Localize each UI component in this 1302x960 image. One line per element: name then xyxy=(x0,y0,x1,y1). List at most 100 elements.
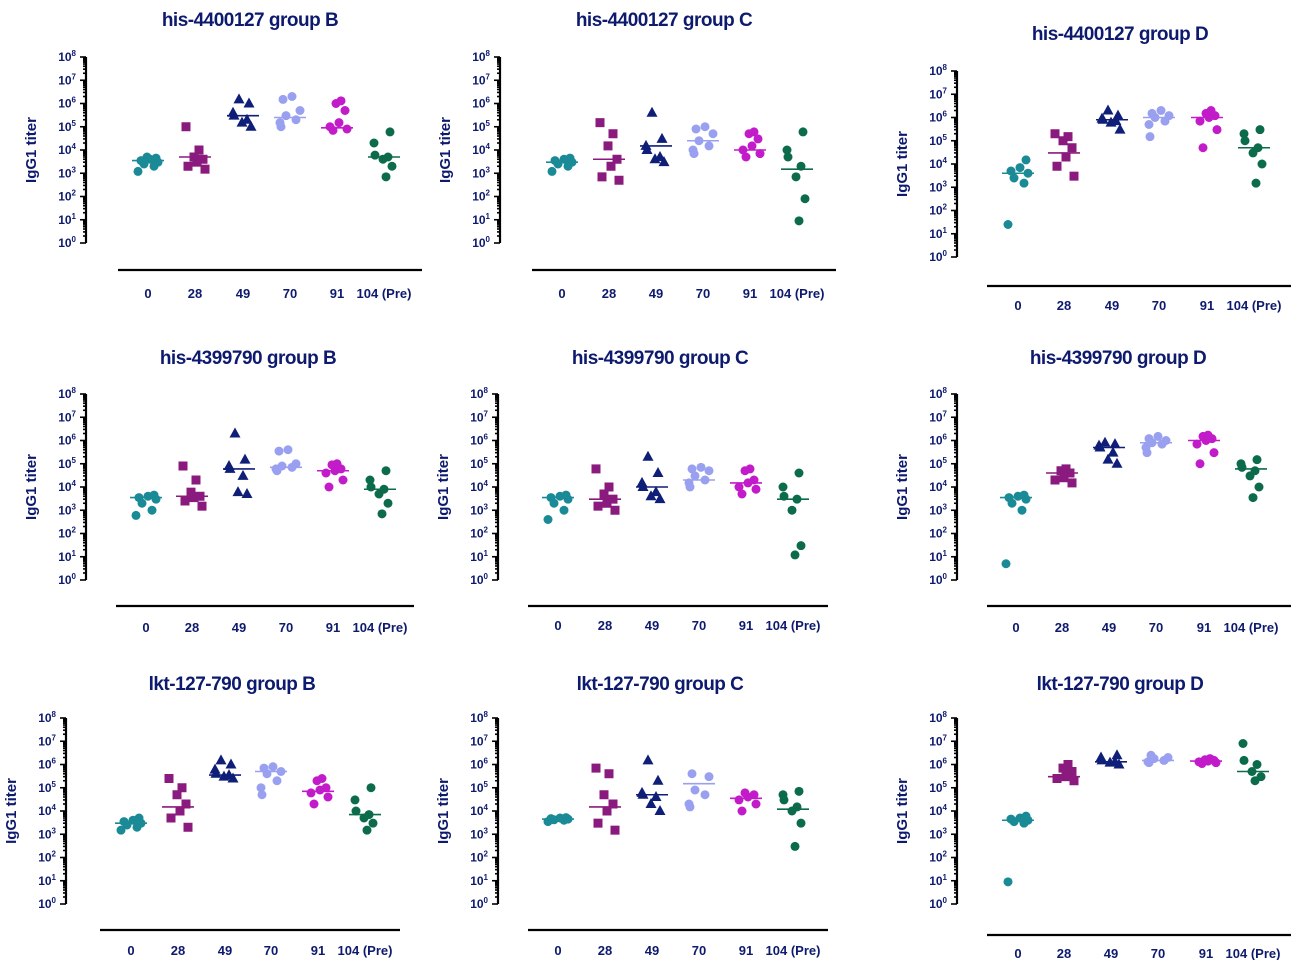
series-day-28 xyxy=(179,122,211,174)
data-point xyxy=(690,785,700,795)
data-point xyxy=(181,799,191,809)
y-tick-label: 100 xyxy=(929,572,947,587)
y-tick-label: 101 xyxy=(929,226,947,241)
series-day-28 xyxy=(589,763,621,835)
data-point xyxy=(747,141,757,151)
series-day-28 xyxy=(162,773,194,832)
data-point xyxy=(1153,431,1163,441)
data-point xyxy=(604,769,614,779)
series-day-104 xyxy=(781,127,813,226)
chart-panel-4: his-4399790 group B IgG1 titer 100 101 102 10… xyxy=(23,348,414,635)
series-day-0 xyxy=(1002,811,1034,887)
data-point xyxy=(232,486,244,497)
series-day-70 xyxy=(1143,106,1175,142)
data-point xyxy=(309,799,319,809)
data-point xyxy=(1161,436,1171,445)
data-point xyxy=(133,166,143,176)
chart-title: his-4400127 group D xyxy=(1032,24,1208,45)
y-tick-label: 103 xyxy=(472,165,490,180)
y-tick-label: 107 xyxy=(929,409,947,424)
data-point xyxy=(283,445,293,455)
x-tick-label: 104 (Pre) xyxy=(766,618,821,633)
data-point xyxy=(369,138,379,148)
data-point xyxy=(142,152,152,162)
x-tick-label: 91 xyxy=(326,620,340,635)
data-point xyxy=(259,763,269,773)
data-point xyxy=(1069,776,1079,786)
y-tick-label: 101 xyxy=(472,212,490,227)
data-point xyxy=(610,825,620,835)
data-point xyxy=(1063,760,1073,769)
data-point xyxy=(164,773,174,783)
data-point xyxy=(194,145,204,155)
data-point xyxy=(1099,436,1111,447)
series-day-0 xyxy=(1000,490,1032,569)
x-tick-label: 28 xyxy=(1057,946,1071,960)
data-point xyxy=(338,475,348,485)
y-axis-label: IgG1 titer xyxy=(894,778,911,844)
y-tick-label: 102 xyxy=(472,189,490,204)
data-point xyxy=(559,505,569,515)
series-day-91 xyxy=(1190,754,1222,769)
data-point xyxy=(658,156,670,167)
data-point xyxy=(636,476,648,487)
x-tick-label: 28 xyxy=(188,286,202,301)
y-tick-label: 102 xyxy=(470,850,488,865)
data-point xyxy=(1114,123,1126,134)
x-tick-label: 49 xyxy=(1102,620,1116,635)
series-day-49 xyxy=(1096,104,1128,134)
data-point xyxy=(241,113,253,124)
data-point xyxy=(1251,178,1261,188)
data-point xyxy=(593,501,603,511)
data-point xyxy=(751,484,761,494)
y-tick-label: 105 xyxy=(58,456,76,471)
x-tick-label: 28 xyxy=(1057,298,1071,313)
data-point xyxy=(131,510,141,520)
x-tick-label: 0 xyxy=(558,286,565,301)
data-point xyxy=(1111,457,1123,468)
x-tick-label: 91 xyxy=(743,286,757,301)
y-tick-label: 108 xyxy=(929,710,947,725)
series-day-0 xyxy=(132,152,164,176)
y-tick-label: 100 xyxy=(929,249,947,264)
data-point xyxy=(245,120,257,131)
data-point xyxy=(317,773,327,783)
data-point xyxy=(1050,475,1060,485)
y-axis-label: IgG1 titer xyxy=(23,454,40,520)
x-tick-label: 91 xyxy=(1199,946,1213,960)
series-day-104 xyxy=(349,783,381,835)
data-point xyxy=(1050,129,1060,139)
y-tick-label: 107 xyxy=(470,733,488,748)
data-point xyxy=(737,489,747,499)
data-point xyxy=(387,161,397,171)
data-point xyxy=(691,124,701,134)
data-point xyxy=(324,482,334,492)
data-point xyxy=(794,786,804,796)
series-day-70 xyxy=(1140,431,1172,458)
data-point xyxy=(646,106,658,117)
data-point xyxy=(198,154,208,164)
x-tick-label: 70 xyxy=(692,618,706,633)
data-point xyxy=(755,149,765,159)
series-day-28 xyxy=(176,461,208,511)
y-tick-label: 101 xyxy=(38,873,56,888)
y-tick-label: 105 xyxy=(38,780,56,795)
data-point xyxy=(650,486,662,497)
y-tick-label: 106 xyxy=(929,757,947,772)
x-tick-label: 70 xyxy=(1149,620,1163,635)
data-point xyxy=(381,466,391,476)
x-tick-label: 28 xyxy=(598,943,612,958)
x-tick-label: 70 xyxy=(283,286,297,301)
data-point xyxy=(1147,108,1157,118)
x-tick-label: 104 (Pre) xyxy=(353,620,408,635)
data-point xyxy=(652,467,664,478)
chart-title: lkt-127-790 group B xyxy=(149,674,316,695)
data-point xyxy=(1063,132,1073,142)
y-tick-label: 104 xyxy=(472,142,490,157)
data-point xyxy=(1003,877,1013,887)
data-point xyxy=(119,817,129,827)
y-axis-label: IgG1 titer xyxy=(894,454,911,520)
data-point xyxy=(1141,442,1151,452)
y-tick-label: 108 xyxy=(470,710,488,725)
data-point xyxy=(1067,143,1077,153)
